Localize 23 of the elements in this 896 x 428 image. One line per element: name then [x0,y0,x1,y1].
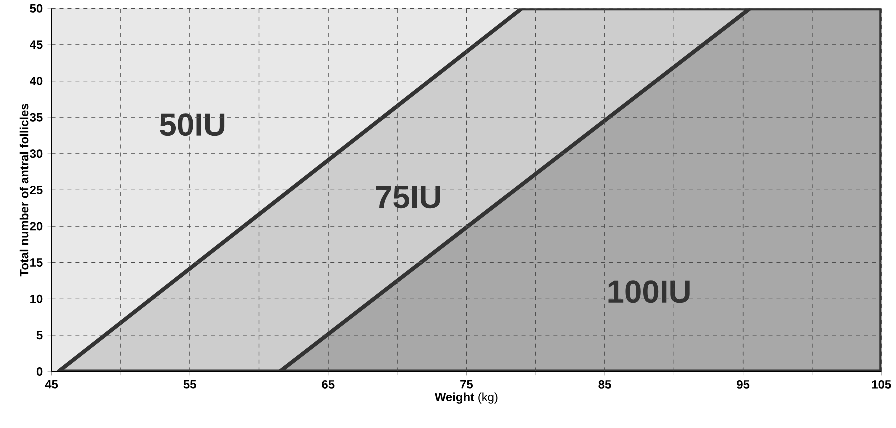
x-axis-title: Weight (kg) [434,392,498,404]
x-tick-label: 85 [598,380,612,390]
x-tick-label: 105 [872,380,892,390]
y-tick-label: 5 [36,332,43,340]
annotation: 50IU [160,114,225,136]
annotation: 75IU [376,186,440,209]
y-tick-label: 40 [30,77,43,86]
y-tick-label: 45 [30,41,43,50]
x-tick-label: 45 [45,380,58,390]
x-tick-label: 95 [737,380,750,390]
annotation: 100IU [608,280,690,304]
y-tick-label: 0 [36,368,43,376]
y-tick-label: 10 [30,295,43,304]
y-tick-label: 15 [30,258,43,268]
x-tick-label: 55 [184,380,196,390]
y-tick-label: 30 [30,150,43,158]
y-tick-label: 20 [30,222,43,231]
x-tick-label: 65 [322,380,335,390]
y-tick-label: 35 [30,114,43,122]
x-tick-label: 75 [460,380,474,390]
y-tick-label: 25 [30,186,43,195]
y-tick-label: 50 [30,4,43,14]
y-axis-title: Total number of antral follicles [20,104,29,277]
